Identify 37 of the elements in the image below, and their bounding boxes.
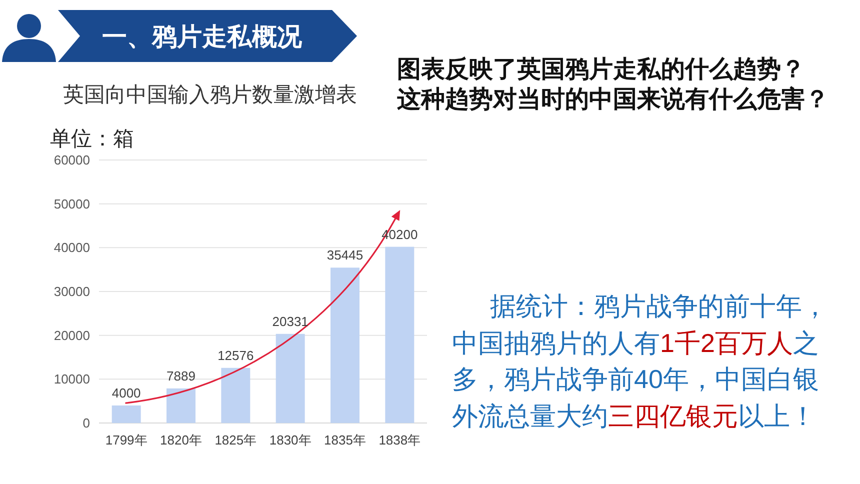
text: 外流总量大约 [452,400,608,434]
y-tick-label: 0 [82,416,90,430]
text: 据统计：鸦片战争的前十年， [490,290,828,323]
x-tick-label: 1820年 [160,432,202,448]
x-tick-label: 1799年 [105,432,148,448]
y-tick-label: 30000 [54,284,90,299]
bar [330,268,360,423]
x-tick-label: 1838年 [378,432,421,448]
x-tick-label: 1835年 [324,432,366,448]
x-tick-label: 1830年 [269,432,312,448]
text: 多，鸦片战争前40年，中国白银 [452,363,819,396]
data-label: 20331 [272,314,308,329]
text: 一、鸦片走私概况 [102,23,303,51]
text: 中国抽鸦片的人有 [452,326,660,360]
y-tick-label: 50000 [54,196,90,212]
text: 三四亿银元 [608,400,738,434]
text: 图表反映了英国鸦片走私的什么趋势？ [397,55,805,85]
y-axis-title: 单位：箱 [50,128,134,150]
data-label: 35445 [326,248,364,263]
y-tick-label: 40000 [54,240,90,256]
text: 之 [792,326,819,360]
x-tick-label: 1825年 [214,432,257,448]
y-tick-label: 20000 [54,328,90,343]
bar [166,388,196,423]
text: 以上！ [738,400,816,434]
data-label: 4000 [112,385,141,400]
bar [276,334,305,423]
data-label: 7889 [166,368,196,384]
y-tick-label: 60000 [54,152,90,168]
bar [112,405,141,423]
y-tick-label: 10000 [54,372,90,387]
bar [385,246,414,423]
text: 这种趋势对当时的中国来说有什么危害？ [397,85,829,115]
chart-title: 英国向中国输入鸦片数量激增表 [63,84,357,106]
text: 1千2百万人 [660,326,793,360]
bar [221,368,250,423]
data-label: 12576 [218,348,254,363]
